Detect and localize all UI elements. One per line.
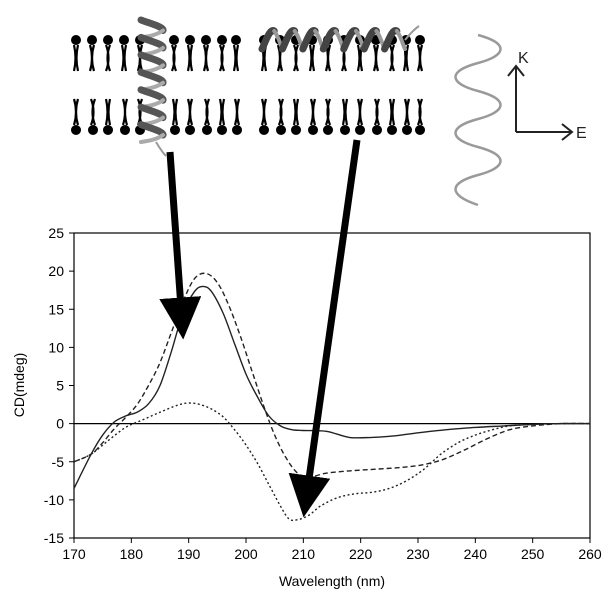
e-label: E bbox=[576, 125, 587, 142]
series-line-solid bbox=[73, 285, 591, 489]
series-line-dashed bbox=[73, 272, 591, 478]
y-tick-label: 0 bbox=[56, 416, 64, 432]
x-tick-label: 240 bbox=[464, 546, 488, 562]
pointer-arrow-surface bbox=[288, 139, 361, 518]
x-tick-label: 230 bbox=[406, 546, 430, 562]
x-tick-label: 200 bbox=[234, 546, 258, 562]
pointer-arrow-transmembrane bbox=[159, 151, 202, 340]
series-layer bbox=[73, 272, 591, 522]
x-tick-label: 170 bbox=[62, 546, 86, 562]
y-tick-label: 25 bbox=[48, 225, 64, 241]
x-axis-label: Wavelength (nm) bbox=[279, 573, 385, 589]
x-axis-ticks: 170 180 190 200 210 220 230 240 250 260 bbox=[62, 538, 602, 562]
membrane-surface-illustration bbox=[258, 25, 425, 135]
x-tick-label: 260 bbox=[578, 546, 602, 562]
polarized-light-wave bbox=[454, 33, 502, 207]
x-tick-label: 190 bbox=[177, 546, 201, 562]
y-tick-label: -15 bbox=[44, 530, 64, 546]
x-tick-label: 180 bbox=[120, 546, 144, 562]
series-line-dotted bbox=[73, 402, 591, 522]
x-tick-label: 210 bbox=[292, 546, 316, 562]
cd-chart: -15 -10 -5 0 5 10 15 20 25 170 180 190 200 210 220 230… bbox=[11, 225, 602, 589]
membrane-transmembrane-illustration bbox=[71, 16, 242, 157]
x-tick-label: 220 bbox=[349, 546, 373, 562]
x-tick-label: 250 bbox=[521, 546, 545, 562]
k-axis-arrow bbox=[507, 64, 525, 132]
plot-frame bbox=[73, 232, 591, 539]
y-tick-label: 15 bbox=[48, 301, 64, 317]
y-tick-label: 10 bbox=[48, 339, 64, 355]
y-tick-label: 20 bbox=[48, 263, 64, 279]
y-axis-label: CD(mdeg) bbox=[11, 353, 27, 418]
y-tick-label: -10 bbox=[44, 492, 64, 508]
y-tick-label: -5 bbox=[52, 454, 65, 470]
y-axis-ticks: -15 -10 -5 0 5 10 15 20 25 bbox=[44, 225, 74, 546]
e-axis-arrow bbox=[516, 123, 574, 141]
y-tick-label: 5 bbox=[56, 378, 64, 394]
k-label: K bbox=[518, 50, 529, 67]
